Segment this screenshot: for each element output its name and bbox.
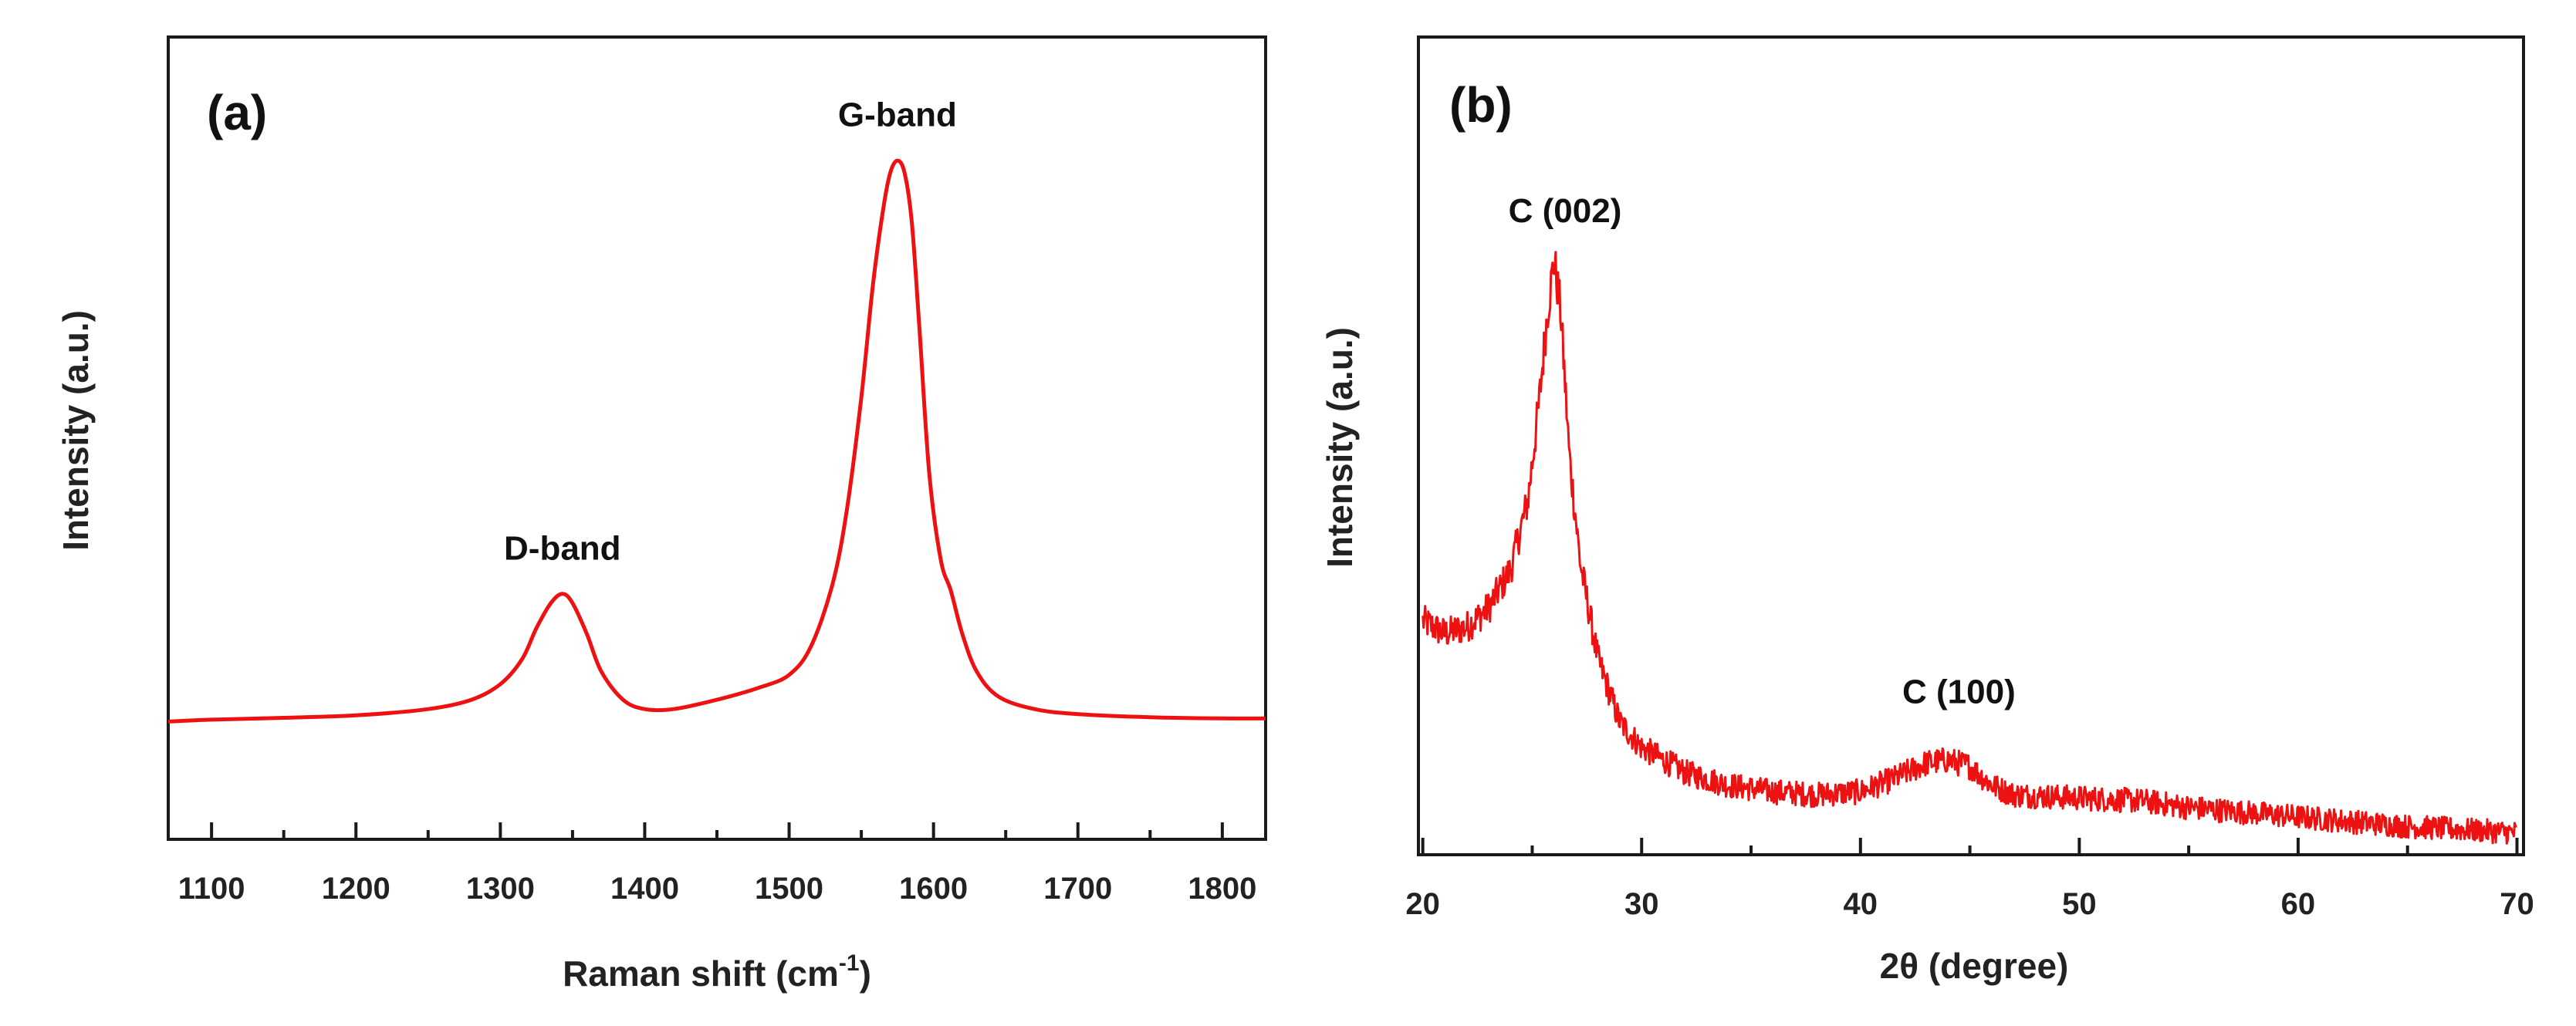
x-tick-label: 1700 <box>1043 872 1112 906</box>
x-tick-label: 40 <box>1844 887 1878 921</box>
x-ticks: 20 30 40 50 60 70 <box>1405 838 2534 921</box>
x-ticks: 1100 1200 1300 1400 1500 1600 1700 1800 <box>178 822 1256 906</box>
x-tick-label: 1100 <box>178 872 245 906</box>
x-tick-label: 50 <box>2062 887 2097 921</box>
x-tick-label: 70 <box>2500 887 2534 921</box>
annotations: C (002) C (100) <box>1509 192 2016 710</box>
peak-annotation: G-band <box>838 96 957 134</box>
x-tick-label: 30 <box>1624 887 1659 921</box>
x-tick-label: 20 <box>1405 887 1440 921</box>
x-tick-label: 1500 <box>755 872 823 906</box>
annotations: D-band G-band <box>504 96 957 568</box>
x-tick-label: 1800 <box>1188 872 1256 906</box>
x-axis-title: 2θ (degree) <box>1880 946 2069 986</box>
x-tick-label: 60 <box>2281 887 2316 921</box>
x-tick-label: 1600 <box>899 872 968 906</box>
y-axis-title: Intensity (a.u.) <box>56 310 96 551</box>
x-tick-label: 1300 <box>466 872 535 906</box>
raman-chart: 1100 1200 1300 1400 1500 1600 1700 1800 D-band G… <box>56 35 1267 994</box>
x-axis-title: Raman shift (cm-1) <box>563 950 871 994</box>
panel-label: (a) <box>207 85 267 140</box>
x-tick-label: 1400 <box>610 872 679 906</box>
raman-spectrum-line <box>167 158 1266 724</box>
peak-annotation: C (002) <box>1509 192 1622 230</box>
x-tick-label: 1200 <box>322 872 390 906</box>
xrd-pattern-line <box>1422 251 2517 845</box>
xrd-chart: 20 30 40 50 60 70 C (002) C (100) (b) Intensit… <box>1320 35 2534 986</box>
y-axis-title: Intensity (a.u.) <box>1320 327 1360 568</box>
peak-annotation: C (100) <box>1902 673 2016 710</box>
panel-label: (b) <box>1449 77 1513 133</box>
peak-annotation: D-band <box>504 529 621 567</box>
